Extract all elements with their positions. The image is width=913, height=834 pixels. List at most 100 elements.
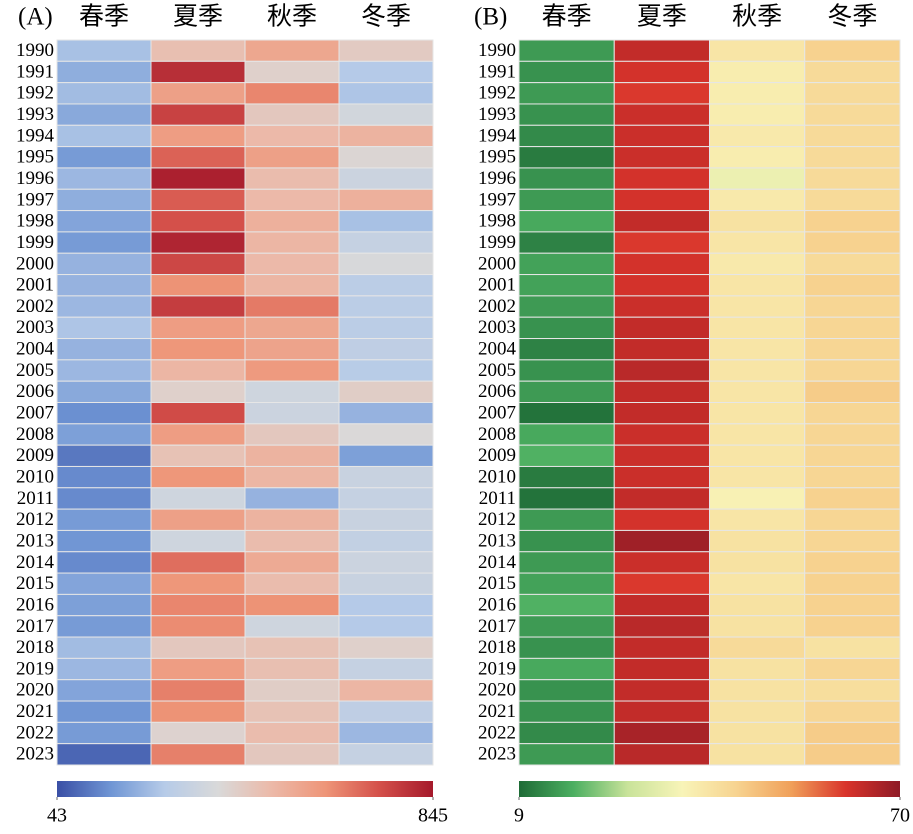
row-label: 2011 [479, 488, 516, 509]
heat-cell [709, 380, 806, 404]
heat-cell [709, 274, 806, 297]
heat-cell [613, 487, 710, 510]
heat-cell [150, 338, 246, 361]
heat-cell [56, 82, 152, 105]
heat-cell [804, 423, 901, 446]
heat-cell [338, 82, 434, 105]
heat-cell [518, 295, 615, 318]
row-label: 1992 [16, 83, 54, 104]
heat-cell [613, 380, 710, 404]
heat-cell [613, 572, 710, 595]
heat-cell [56, 508, 152, 531]
heat-cell [613, 60, 710, 84]
heat-cell [613, 359, 710, 382]
heat-cell [804, 231, 901, 254]
colorbar-tick-label: 9 [514, 805, 524, 827]
heat-cell [804, 572, 901, 595]
heat-cell [613, 402, 710, 425]
heat-cell [150, 679, 246, 702]
heat-cell [56, 721, 152, 745]
heat-cell [338, 210, 434, 233]
colorbar-tick-label: 70 [890, 805, 910, 827]
row-label: 2017 [16, 616, 54, 637]
heat-cell [338, 316, 434, 340]
heat-cell [709, 316, 806, 340]
heat-cell [709, 124, 806, 148]
heat-cell [338, 188, 434, 212]
heat-cell [613, 679, 710, 702]
heat-cell [338, 359, 434, 382]
row-label: 1990 [478, 40, 516, 61]
heat-cell [150, 210, 246, 233]
heat-cell [338, 572, 434, 595]
heat-cell [150, 316, 246, 340]
heat-cell [338, 252, 434, 276]
row-label: 2007 [16, 403, 54, 424]
row-label: 2000 [478, 253, 516, 274]
row-label: 2005 [478, 360, 516, 381]
heat-cell [338, 444, 434, 467]
heat-cell [244, 82, 340, 105]
heat-cell [150, 39, 246, 62]
heat-cell [56, 359, 152, 382]
heat-cell [804, 551, 901, 574]
heat-cell [244, 338, 340, 361]
heat-cell [709, 572, 806, 595]
heat-cell [338, 508, 434, 531]
row-label: 1995 [16, 147, 54, 168]
heat-cell [804, 743, 901, 766]
heat-cell [244, 551, 340, 574]
heat-cell [244, 487, 340, 510]
heat-cell [613, 423, 710, 446]
row-label: 2004 [16, 339, 55, 360]
heat-cell [518, 338, 615, 361]
heat-cell [613, 124, 710, 148]
row-label: 1990 [16, 40, 54, 61]
heat-cell [150, 572, 246, 595]
heat-cell [804, 508, 901, 531]
heat-cell [244, 572, 340, 595]
heat-cell [244, 295, 340, 318]
row-label: 2009 [16, 445, 54, 466]
row-label: 2023 [16, 744, 54, 765]
heat-cell [709, 188, 806, 212]
row-label: 2017 [478, 616, 516, 637]
heat-cell [150, 529, 246, 553]
heat-cell [518, 380, 615, 404]
heat-cell [150, 124, 246, 148]
heat-cell [613, 700, 710, 723]
heat-cell [244, 657, 340, 681]
heat-cell [518, 359, 615, 382]
colorbar-tick-label: 845 [418, 805, 448, 827]
heat-cell [613, 721, 710, 745]
heat-cell [709, 721, 806, 745]
heat-cell [804, 657, 901, 681]
heat-cell [244, 188, 340, 212]
heat-cell [709, 593, 806, 617]
row-label: 1997 [16, 189, 54, 210]
heat-cell [709, 615, 806, 638]
heat-cell [244, 679, 340, 702]
heat-cell [244, 39, 340, 62]
row-label: 2010 [478, 466, 516, 487]
row-label: 1991 [478, 61, 516, 82]
heat-cell [150, 60, 246, 84]
heat-cell [518, 231, 615, 254]
heat-cell [56, 39, 152, 62]
heat-cell [338, 39, 434, 62]
heat-cell [338, 60, 434, 84]
heat-cell [338, 529, 434, 553]
heat-cell [804, 39, 901, 62]
heat-cell [338, 338, 434, 361]
row-label: 2006 [478, 381, 516, 402]
row-label: 1999 [16, 232, 54, 253]
row-label: 2019 [478, 658, 516, 679]
heat-cell [804, 465, 901, 489]
heat-cell [244, 700, 340, 723]
heat-cell [804, 210, 901, 233]
heat-cell [518, 551, 615, 574]
column-label: 夏季 [637, 3, 687, 31]
heat-cell [613, 82, 710, 105]
heat-cell [804, 615, 901, 638]
